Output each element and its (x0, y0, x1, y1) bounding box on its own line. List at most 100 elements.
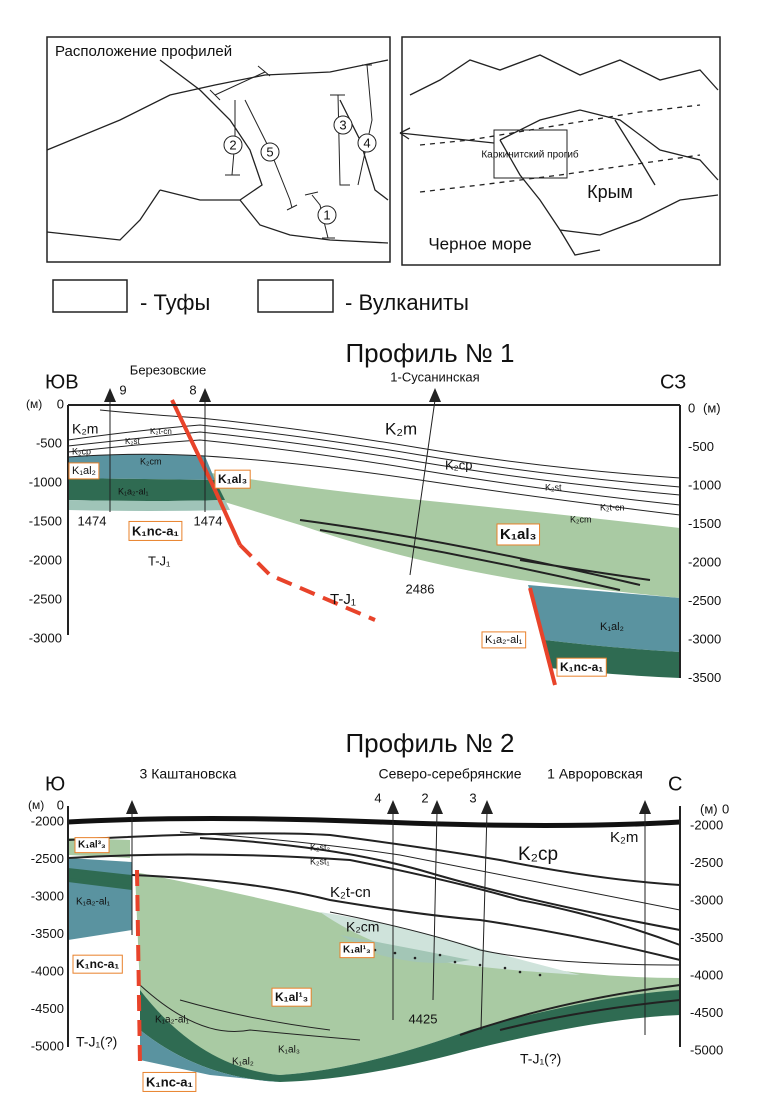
y-tick-label: -1000 (29, 474, 62, 489)
y-tick-label: -4000 (31, 963, 64, 978)
formation-label: T-J₁ (330, 591, 356, 608)
formation-label: T-J₁(?) (520, 1051, 561, 1067)
y-tick-label: -3500 (688, 670, 721, 685)
formation-label: K₁a₂-al₁ (155, 1015, 190, 1026)
formation-label: K₂st₁ (310, 856, 330, 866)
formation-label: K₁al¹₃ (343, 945, 371, 956)
y-tick-label: 0 (688, 400, 695, 415)
formation-label: K₁nc-a₁ (132, 523, 179, 538)
formation-label: K₁al₂ (232, 1057, 254, 1068)
axis-unit: (м) (28, 798, 44, 812)
well-name: 8 (189, 382, 196, 397)
formation-label: K₂st₂ (310, 842, 330, 852)
well-name: 4 (374, 790, 381, 805)
map-label: Крым (587, 182, 633, 202)
depth-label: 4425 (409, 1011, 438, 1026)
y-tick-label: -4500 (31, 1001, 64, 1016)
axis-unit: (м) (703, 400, 721, 415)
formation-label: K₂cm (570, 514, 592, 524)
y-tick-label: -500 (36, 435, 62, 450)
formation-label: K₂t-cn (330, 884, 371, 901)
well-name: 3 Каштановска (140, 766, 237, 782)
depth-label: 2486 (406, 581, 435, 596)
profile-title: Профиль № 1 (345, 338, 514, 368)
formation-label: T-J₁ (148, 553, 171, 568)
y-tick-label: -4500 (690, 1005, 723, 1020)
formation-label: K₂m (610, 829, 638, 846)
y-tick-label: -2500 (688, 593, 721, 608)
legend-label: - Вулканиты (345, 290, 469, 315)
well-name: Березовские (130, 362, 206, 377)
formation-label: K₁a₂-al₁ (485, 634, 523, 646)
formation-label: K₁a₂-al₁ (118, 486, 149, 496)
page: Расположение профилей 1 2 3 4 5 Каркинитский п… (0, 0, 765, 1107)
formation-label: K₁nc-a₁ (76, 957, 119, 971)
profile-number: 4 (363, 135, 370, 150)
y-tick-label: -1500 (688, 516, 721, 531)
map-title: Расположение профилей (55, 43, 232, 60)
well-name: 2 (421, 790, 428, 805)
y-tick-label: -2000 (29, 552, 62, 567)
y-tick-label: 0 (57, 797, 64, 812)
y-tick-label: 0 (722, 801, 729, 816)
formation-label: K₁al₃ (278, 1045, 300, 1056)
formation-label: K₂st (545, 482, 562, 492)
formation-label: K₁al¹₃ (275, 990, 308, 1004)
y-tick-label: -2500 (31, 851, 64, 866)
formation-label: K₂st (125, 437, 140, 446)
direction: С (668, 773, 682, 795)
depth-label: 1474 (78, 513, 107, 528)
axis-unit: (м) (700, 801, 718, 816)
well-name: 9 (119, 382, 126, 397)
legend-swatch (53, 280, 127, 312)
profile-title: Профиль № 2 (345, 728, 514, 758)
y-tick-label: -3000 (29, 630, 62, 645)
formation-label: K₂t-cn (150, 427, 172, 436)
formation-label: K₁nc-a₁ (146, 1074, 193, 1089)
formation-label: K₁al₃ (218, 472, 247, 486)
y-tick-label: -4000 (690, 967, 723, 982)
y-tick-label: -3000 (690, 892, 723, 907)
profile-number: 2 (229, 137, 236, 152)
formation-label: K₂cp (518, 844, 558, 865)
depth-label: 1474 (194, 513, 223, 528)
profile2-section (68, 800, 680, 1082)
well-name: 1 Авроровская (547, 766, 643, 782)
formation-label: K₁a₂-al₁ (76, 897, 111, 908)
direction: ЮВ (45, 371, 79, 393)
formation-label: K₂cm (346, 919, 379, 935)
formation-label: K₂m (72, 421, 98, 437)
formation-label: K₂m (385, 419, 417, 438)
axis-unit: (м) (26, 397, 42, 411)
y-tick-label: -3500 (690, 930, 723, 945)
y-tick-label: 0 (57, 396, 64, 411)
y-tick-label: -2500 (29, 591, 62, 606)
profile-number: 3 (339, 117, 346, 132)
formation-label: K₂cm (140, 456, 162, 466)
formation-label: K₂t-cn (600, 502, 625, 512)
direction: Ю (45, 773, 65, 795)
formation-label: K₁al³₃ (78, 840, 106, 851)
y-tick-label: -500 (688, 439, 714, 454)
y-tick-label: -1000 (688, 477, 721, 492)
formation-label: K₂cp (72, 446, 91, 456)
y-tick-label: -3000 (31, 888, 64, 903)
y-tick-label: -2000 (688, 554, 721, 569)
formation-label: K₁al₃ (500, 526, 537, 543)
well-name: 1-Сусанинская (390, 369, 479, 384)
well-name: Северо-серебрянские (378, 766, 521, 782)
direction: СЗ (660, 371, 686, 393)
y-tick-label: -2000 (690, 817, 723, 832)
legend-label: - Туфы (140, 290, 210, 315)
legend-swatch (258, 280, 333, 312)
map-label: Каркинитский прогиб (481, 149, 579, 161)
profile-number: 1 (323, 207, 330, 222)
y-tick-label: -2500 (690, 855, 723, 870)
y-tick-label: -3500 (31, 926, 64, 941)
formation-label: K₁al₂ (600, 621, 624, 633)
well-name: 3 (469, 790, 476, 805)
y-tick-label: -1500 (29, 513, 62, 528)
profile-number: 5 (266, 144, 273, 159)
formation-label: K₁nc-a₁ (560, 660, 603, 674)
y-tick-label: -2000 (31, 813, 64, 828)
